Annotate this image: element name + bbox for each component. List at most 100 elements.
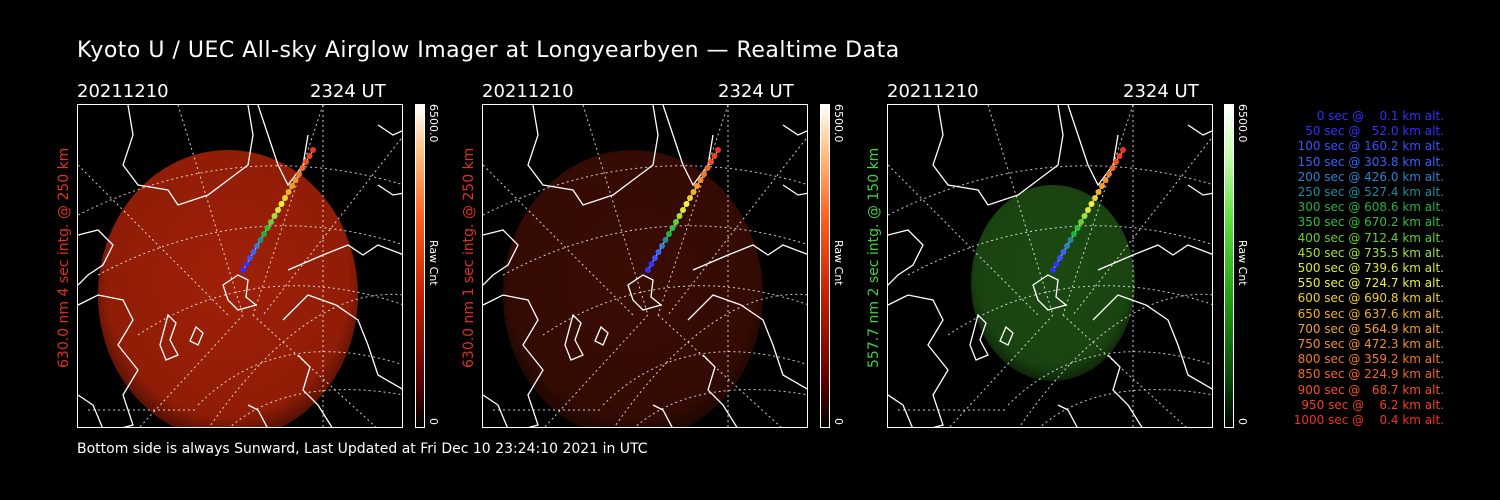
panel-2-colorbar-min: 0 <box>832 418 845 425</box>
trajectory-point <box>662 237 669 243</box>
coastline <box>1057 404 1078 427</box>
legend-item: 100 sec @ 160.2 km alt. <box>1297 139 1444 154</box>
legend-item: 650 sec @ 637.6 km alt. <box>1297 306 1444 321</box>
trajectory-point <box>1109 165 1116 171</box>
trajectory-point <box>669 225 676 231</box>
coastline <box>189 325 204 346</box>
grid-line <box>1018 293 1212 427</box>
legend-item: 150 sec @ 303.8 km alt. <box>1297 154 1444 169</box>
panel-1-date: 20211210 <box>77 81 169 102</box>
trajectory-point <box>704 165 711 171</box>
trajectory-point <box>1095 189 1102 195</box>
grid-line <box>544 314 649 427</box>
trajectory-point <box>261 231 267 237</box>
legend-item: 500 sec @ 739.6 km alt. <box>1297 261 1444 276</box>
trajectory-point <box>1099 183 1105 189</box>
coastline <box>282 294 402 390</box>
panel-1-colorbar-min: 0 <box>427 418 440 425</box>
panel-3-colorbar-min: 0 <box>1236 418 1249 425</box>
grid-line <box>602 351 807 406</box>
trajectory-point <box>676 213 683 219</box>
grid-line <box>888 165 1212 216</box>
trajectory-point <box>299 165 306 171</box>
trajectory-point <box>652 255 658 261</box>
coastline <box>297 354 333 427</box>
coastline <box>527 105 659 206</box>
grid-line <box>667 136 807 316</box>
trajectory-point <box>1060 249 1067 255</box>
trajectory-point <box>1092 195 1098 201</box>
grid-line <box>1062 105 1134 316</box>
trajectory-point <box>278 201 285 207</box>
panel-3-ylabel: 557.7 nm 2 sec intg. @ 150 km <box>866 147 882 368</box>
panel-2-colorbar <box>820 104 830 428</box>
trajectory-point <box>1113 159 1119 165</box>
trajectory-point <box>1081 213 1088 219</box>
coastline <box>594 325 609 346</box>
trajectory-point <box>683 201 690 207</box>
trajectory-point <box>687 195 693 201</box>
panel-3-map-svg <box>888 105 1212 427</box>
panel-3-colorbar-max: 6500.0 <box>1236 104 1249 143</box>
footer-status: Bottom side is always Sunward, Last Upda… <box>77 441 648 457</box>
panel-1-colorbar <box>415 104 425 428</box>
panel-1-map-svg <box>78 105 402 427</box>
grid-line <box>657 314 782 427</box>
trajectory-point <box>690 189 697 195</box>
grid-line <box>613 293 807 427</box>
grid-line <box>483 164 634 316</box>
trajectory-point <box>264 225 271 231</box>
legend-item: 400 sec @ 712.4 km alt. <box>1297 230 1444 245</box>
grid-line <box>262 136 402 316</box>
coastline <box>483 229 519 286</box>
coastline <box>78 294 139 427</box>
trajectory-point <box>289 183 295 189</box>
coastline <box>888 394 913 427</box>
legend-item: 0 sec @ 0.1 km alt. <box>1316 109 1444 123</box>
grid-line <box>252 314 377 427</box>
trajectory-point <box>243 261 250 267</box>
coastline <box>78 394 103 427</box>
grid-line <box>1072 136 1212 316</box>
legend-item: 700 sec @ 564.9 km alt. <box>1297 321 1444 336</box>
trajectory-point <box>645 267 651 273</box>
panel-2-date: 20211210 <box>482 81 574 102</box>
coastline <box>483 294 544 427</box>
panel-2-time: 2324 UT <box>718 81 794 102</box>
legend-item: 600 sec @ 690.8 km alt. <box>1297 291 1444 306</box>
trajectory-point <box>1057 255 1063 261</box>
trajectory-point <box>1106 171 1112 177</box>
coastline <box>377 124 402 136</box>
trajectory-point <box>303 159 309 165</box>
legend-item: 750 sec @ 472.3 km alt. <box>1297 337 1444 352</box>
panel-2-map-svg <box>483 105 807 427</box>
trajectory-point <box>282 195 288 201</box>
coastline <box>888 229 924 286</box>
coastline <box>702 354 738 427</box>
coastline <box>287 244 402 271</box>
panel-3-colorbar <box>1224 104 1234 428</box>
grid-line <box>483 165 807 216</box>
panel-1-time: 2324 UT <box>310 81 386 102</box>
legend-item: 800 sec @ 359.2 km alt. <box>1297 352 1444 367</box>
legend-item: 300 sec @ 608.6 km alt. <box>1297 200 1444 215</box>
panel-3-date: 20211210 <box>887 81 979 102</box>
coastline <box>564 313 584 361</box>
legend-item: 950 sec @ 6.2 km alt. <box>1301 397 1444 412</box>
coastline <box>932 105 1064 206</box>
panel-2-colorbar-unit: Raw Cnt <box>832 240 845 286</box>
trajectory-point <box>271 213 278 219</box>
trajectory-point <box>250 249 257 255</box>
coastline <box>652 404 673 427</box>
coastline <box>377 184 402 196</box>
coastline <box>1187 184 1212 196</box>
trajectory-point <box>1067 237 1074 243</box>
coastline <box>1092 294 1212 390</box>
grid-line <box>657 105 729 316</box>
coastline <box>999 325 1014 346</box>
grid-line <box>1062 314 1187 427</box>
trajectory-point <box>1064 243 1070 249</box>
legend-item: 900 sec @ 68.7 km alt. <box>1297 382 1444 397</box>
trajectory-point <box>708 159 714 165</box>
trajectory-point <box>648 261 655 267</box>
